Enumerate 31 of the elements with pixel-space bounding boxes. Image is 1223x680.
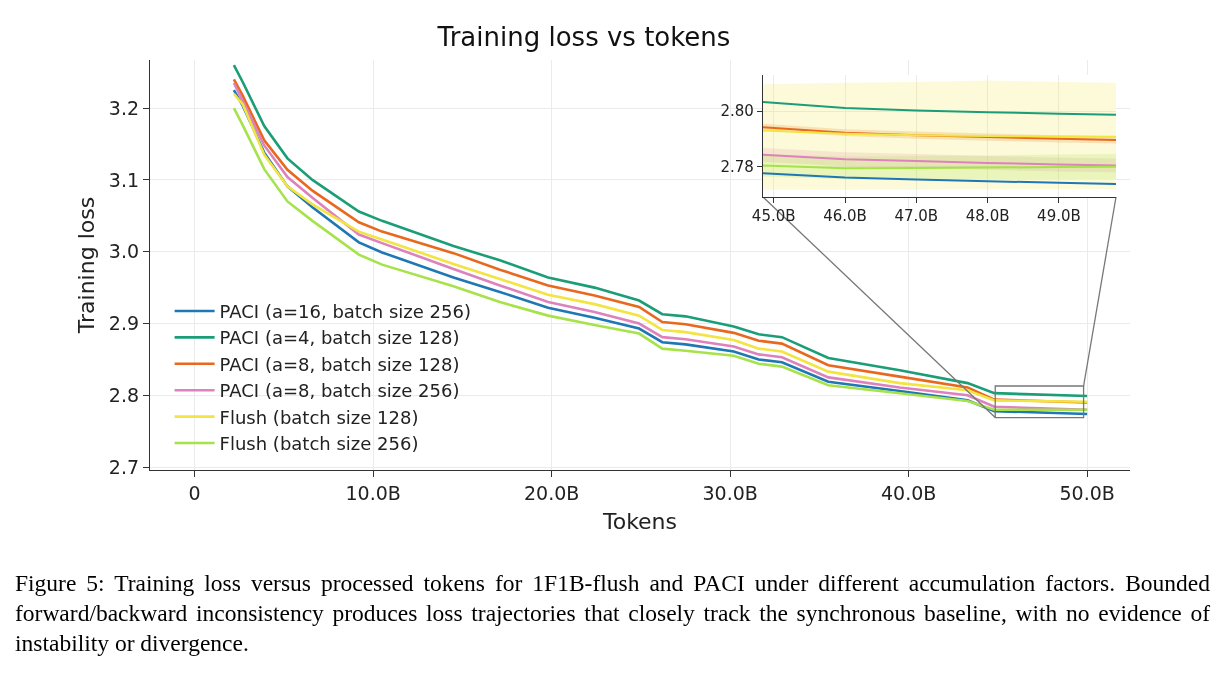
chart-title: Training loss vs tokens (436, 22, 731, 53)
y-tick-label: 2.9 (108, 312, 140, 335)
y-tick-label: 2.78 (720, 157, 754, 176)
x-tick-label: 10.0B (345, 481, 401, 504)
line-series (763, 100, 1116, 116)
legend-label: PACI (a=4, batch size 128) (219, 327, 460, 349)
y-tick-label: 3.0 (108, 240, 140, 263)
line-series (763, 172, 1116, 185)
x-tick-label: 50.0B (1059, 481, 1115, 504)
x-tick-label: 40.0B (880, 481, 937, 504)
x-tick-label: 30.0B (702, 481, 758, 504)
legend-label: Flush (batch size 256) (219, 433, 419, 455)
x-tick-label: 49.0B (1037, 207, 1081, 226)
legend-label: PACI (a=8, batch size 256) (219, 380, 460, 402)
y-tick-label: 3.2 (108, 96, 140, 119)
x-tick-label: 46.0B (823, 207, 867, 226)
x-tick-label: 0 (188, 481, 201, 504)
x-axis-title: Tokens (601, 508, 678, 534)
legend-label: PACI (a=8, batch size 128) (219, 353, 460, 375)
y-tick-label: 2.80 (720, 102, 754, 121)
y-axis-title: Training loss (73, 196, 99, 335)
legend-label: Flush (batch size 128) (219, 406, 419, 428)
x-tick-label: 47.0B (894, 207, 939, 226)
x-tick-label: 20.0B (523, 481, 580, 504)
y-tick-label: 3.1 (108, 168, 140, 191)
caption: Figure 5: Training loss versus processed tokens for 1F1B-flush and PACI under different accumulation factors. Bounded forward/backward inconsistency produces loss trajectories that closely track the synchronous baseline, with no evidence of instability or divergence. (15, 569, 1210, 658)
line-series (763, 153, 1116, 167)
y-tick-label: 2.7 (108, 455, 140, 478)
legend-label: PACI (a=16, batch size 256) (219, 301, 471, 323)
x-tick-label: 48.0B (965, 207, 1010, 226)
y-tick-label: 2.8 (108, 383, 140, 406)
